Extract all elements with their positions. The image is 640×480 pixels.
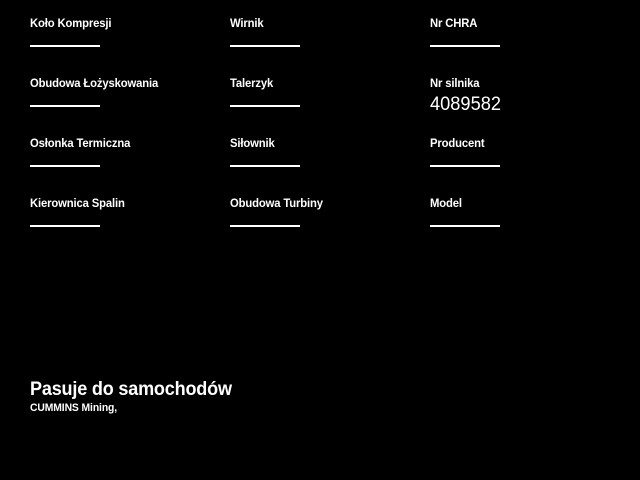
spec-field-label: Nr CHRA	[430, 16, 478, 30]
spec-field-underline	[430, 225, 500, 227]
fitment-vehicle-list: CUMMINS Mining,	[30, 402, 118, 414]
spec-field: Koło Kompresji	[30, 16, 230, 76]
spec-field: Osłonka Termiczna	[30, 136, 230, 196]
spec-field-label: Model	[430, 196, 462, 210]
spec-field-label: Wirnik	[230, 16, 264, 30]
spec-field-label: Siłownik	[230, 136, 275, 150]
spec-field: Nr silnika 4089582	[430, 76, 610, 136]
spec-field-underline	[430, 45, 500, 47]
spec-field-underline	[30, 45, 100, 47]
spec-field: Obudowa Turbiny	[230, 196, 430, 256]
spec-field-underline	[230, 45, 300, 47]
spec-field: Wirnik	[230, 16, 430, 76]
spec-field-underline	[30, 165, 100, 167]
spec-field-label: Koło Kompresji	[30, 16, 112, 30]
spec-field-label: Nr silnika	[430, 76, 480, 90]
fitment-title: Pasuje do samochodów	[30, 379, 232, 400]
spec-field-underline	[230, 105, 300, 107]
spec-field-underline	[230, 165, 300, 167]
spec-field: Nr CHRA	[430, 16, 610, 76]
spec-field: Obudowa Łożyskowania	[30, 76, 230, 136]
spec-field-label: Producent	[430, 136, 485, 150]
spec-field-label: Kierownica Spalin	[30, 196, 125, 210]
spec-field-value: 4089582	[430, 94, 502, 115]
spec-field-underline	[230, 225, 300, 227]
fitment-section: Pasuje do samochodów CUMMINS Mining,	[30, 379, 590, 415]
spec-field-label: Obudowa Turbiny	[230, 196, 323, 210]
spec-field: Kierownica Spalin	[30, 196, 230, 256]
spec-field: Talerzyk	[230, 76, 430, 136]
spec-field: Model	[430, 196, 610, 256]
spec-field-grid: Koło Kompresji Wirnik Nr CHRA Obudowa Łożys…	[30, 16, 610, 256]
spec-field-label: Osłonka Termiczna	[30, 136, 131, 150]
spec-field-underline	[30, 225, 100, 227]
spec-field-label: Obudowa Łożyskowania	[30, 76, 159, 90]
spec-field-underline	[430, 165, 500, 167]
spec-field: Siłownik	[230, 136, 430, 196]
spec-field-label: Talerzyk	[230, 76, 274, 90]
spec-field-underline	[30, 105, 100, 107]
spec-field: Producent	[430, 136, 610, 196]
